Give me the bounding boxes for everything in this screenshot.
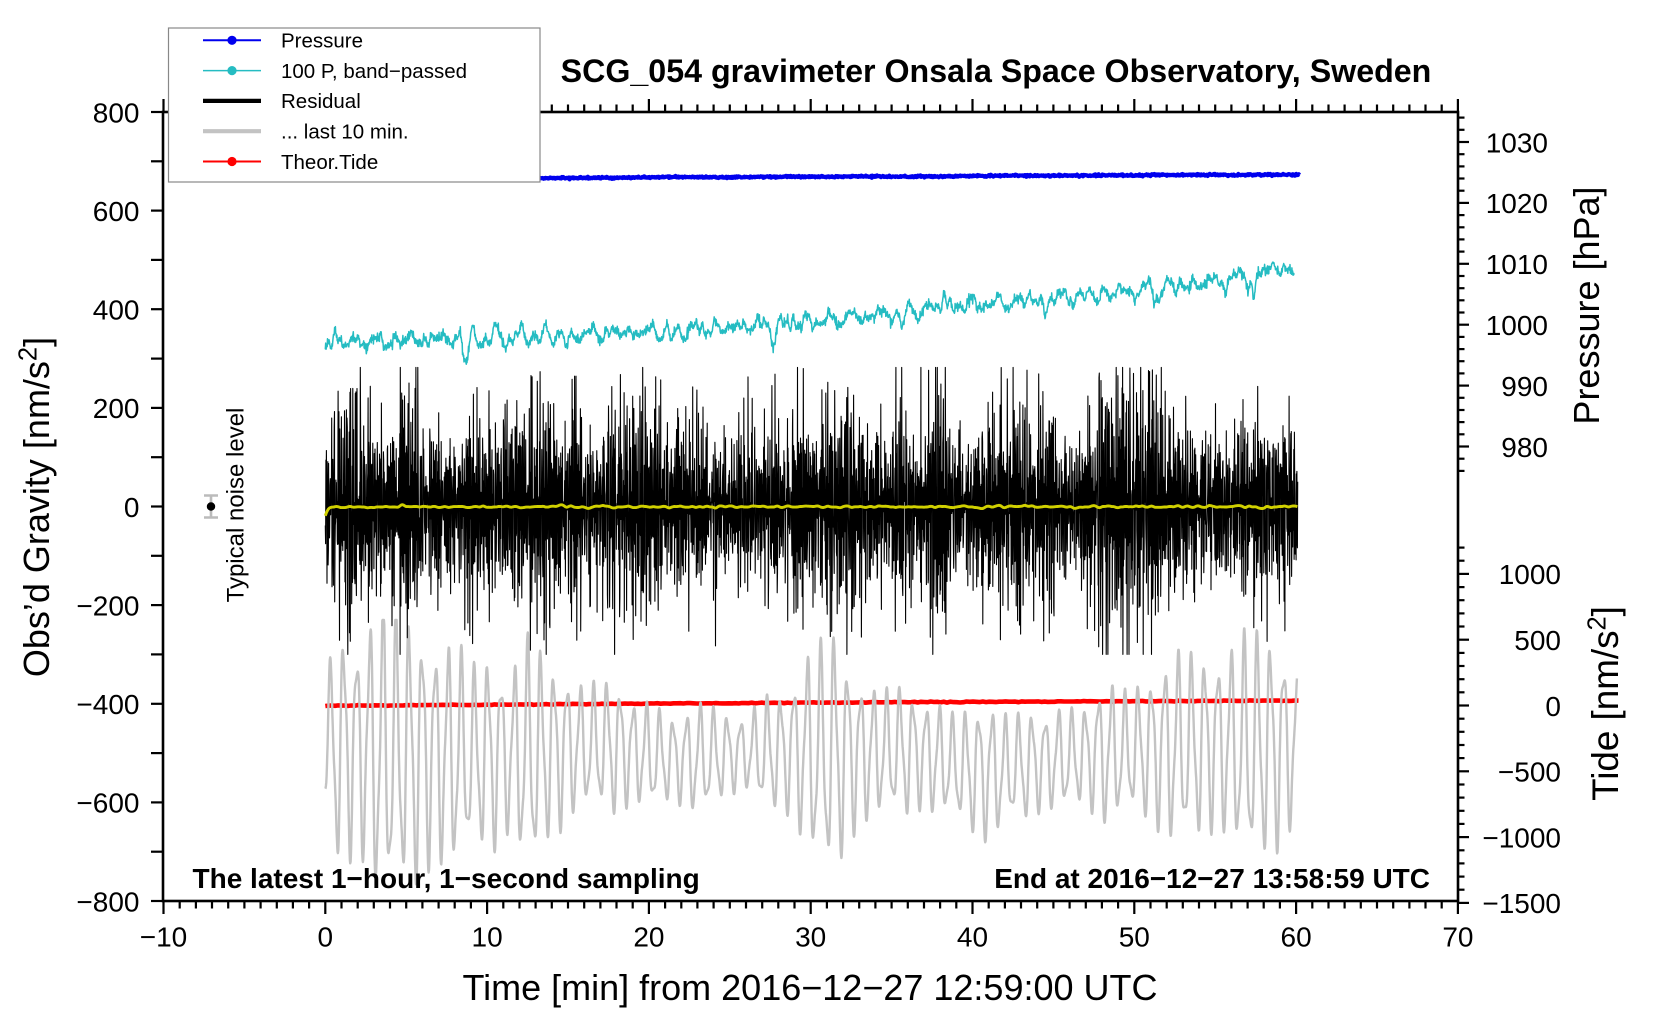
svg-text:Time [min] from 2016−12−27 12:: Time [min] from 2016−12−27 12:59:00 UTC	[462, 967, 1157, 1008]
svg-text:The latest 1−hour, 1−second sa: The latest 1−hour, 1−second sampling	[193, 863, 700, 894]
svg-text:Theor.Tide: Theor.Tide	[281, 151, 378, 174]
svg-text:−600: −600	[76, 788, 139, 819]
svg-text:0: 0	[124, 492, 140, 523]
svg-text:990: 990	[1501, 371, 1548, 402]
svg-text:40: 40	[957, 921, 988, 952]
svg-text:500: 500	[1514, 625, 1561, 656]
svg-text:800: 800	[93, 97, 140, 128]
svg-text:980: 980	[1501, 432, 1548, 463]
svg-text:Obs’d Gravity [nm/s2]: Obs’d Gravity [nm/s2]	[15, 337, 58, 677]
svg-text:SCG_054 gravimeter Onsala Spac: SCG_054 gravimeter Onsala Space Observat…	[561, 53, 1432, 89]
svg-text:400: 400	[93, 295, 140, 326]
svg-text:End at 2016−12−27 13:58:59 UTC: End at 2016−12−27 13:58:59 UTC	[994, 863, 1430, 894]
svg-text:1020: 1020	[1486, 188, 1548, 219]
svg-text:−10: −10	[140, 921, 188, 952]
svg-text:100 P, band−passed: 100 P, band−passed	[281, 60, 467, 83]
svg-text:−400: −400	[76, 689, 139, 720]
svg-text:0: 0	[318, 921, 334, 952]
svg-text:−1000: −1000	[1482, 822, 1561, 853]
svg-text:... last 10 min.: ... last 10 min.	[281, 121, 409, 144]
svg-text:Typical noise level: Typical noise level	[223, 408, 250, 603]
svg-text:Tide [nm/s2]: Tide [nm/s2]	[1584, 606, 1627, 801]
svg-text:−1500: −1500	[1482, 888, 1561, 919]
svg-text:70: 70	[1442, 921, 1473, 952]
svg-text:10: 10	[472, 921, 503, 952]
svg-text:1000: 1000	[1486, 310, 1548, 341]
svg-text:Residual: Residual	[281, 90, 361, 113]
svg-text:−200: −200	[76, 590, 139, 621]
svg-text:200: 200	[93, 393, 140, 424]
svg-text:20: 20	[633, 921, 664, 952]
svg-text:1030: 1030	[1486, 127, 1548, 158]
svg-text:30: 30	[795, 921, 826, 952]
svg-text:Pressure: Pressure	[281, 30, 363, 53]
svg-text:50: 50	[1119, 921, 1150, 952]
svg-text:60: 60	[1281, 921, 1312, 952]
svg-text:1010: 1010	[1486, 249, 1548, 280]
svg-text:1000: 1000	[1499, 559, 1561, 590]
svg-text:Pressure [hPa]: Pressure [hPa]	[1566, 186, 1607, 424]
svg-text:−800: −800	[76, 886, 139, 917]
svg-text:600: 600	[93, 196, 140, 227]
svg-text:−500: −500	[1498, 757, 1561, 788]
svg-text:0: 0	[1545, 691, 1561, 722]
